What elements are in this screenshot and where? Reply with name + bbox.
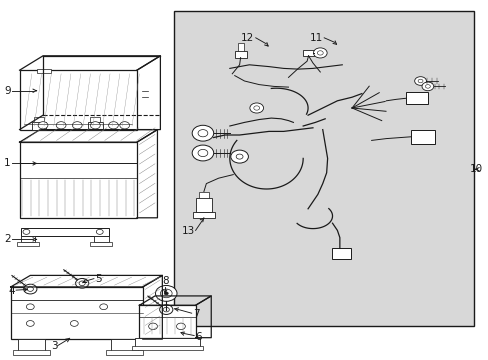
Bar <box>20 70 137 130</box>
Circle shape <box>313 48 326 58</box>
Circle shape <box>317 51 323 55</box>
Circle shape <box>90 122 100 129</box>
Text: 13: 13 <box>181 226 194 236</box>
Bar <box>88 122 102 130</box>
Circle shape <box>155 285 177 301</box>
Circle shape <box>23 229 30 234</box>
Bar <box>32 122 46 130</box>
Text: 2: 2 <box>4 234 11 244</box>
Circle shape <box>100 304 107 310</box>
Circle shape <box>96 229 103 234</box>
Circle shape <box>414 77 426 85</box>
Bar <box>132 346 203 350</box>
Bar <box>199 192 208 198</box>
Bar <box>20 142 137 218</box>
Bar <box>111 339 138 351</box>
Circle shape <box>160 289 172 298</box>
Bar <box>90 242 112 246</box>
Bar <box>193 212 214 218</box>
Circle shape <box>70 320 78 326</box>
Circle shape <box>26 320 34 326</box>
Bar <box>303 50 313 56</box>
Circle shape <box>421 82 433 91</box>
Bar <box>173 11 473 326</box>
Circle shape <box>249 103 263 113</box>
Text: 12: 12 <box>241 33 254 43</box>
Circle shape <box>192 145 213 161</box>
Text: 8: 8 <box>162 276 168 286</box>
Circle shape <box>76 279 89 288</box>
Bar <box>18 339 45 351</box>
Bar <box>94 236 108 242</box>
Bar <box>139 305 195 338</box>
Circle shape <box>425 85 429 88</box>
Circle shape <box>27 287 33 291</box>
Circle shape <box>236 154 243 159</box>
Bar <box>234 51 246 58</box>
Circle shape <box>23 284 37 294</box>
Bar <box>135 338 199 347</box>
Circle shape <box>120 122 129 129</box>
Bar <box>90 117 100 122</box>
Circle shape <box>108 122 118 129</box>
Bar <box>11 287 142 339</box>
Circle shape <box>192 125 213 141</box>
Circle shape <box>79 281 85 285</box>
Bar <box>410 130 434 144</box>
Bar <box>405 92 427 104</box>
Circle shape <box>56 122 66 129</box>
Text: 3: 3 <box>51 341 58 351</box>
Text: 9: 9 <box>4 86 11 96</box>
Circle shape <box>38 122 48 129</box>
Text: 5: 5 <box>95 274 102 284</box>
Text: 4: 4 <box>8 285 15 296</box>
Bar <box>34 117 44 122</box>
Text: 11: 11 <box>309 33 322 43</box>
Bar <box>17 242 39 246</box>
Bar <box>20 228 108 236</box>
Circle shape <box>72 122 82 129</box>
Circle shape <box>417 79 422 83</box>
Bar <box>20 236 35 242</box>
Circle shape <box>253 106 259 110</box>
Circle shape <box>198 149 207 157</box>
Circle shape <box>176 323 185 330</box>
Circle shape <box>198 130 207 137</box>
Bar <box>106 350 142 355</box>
Circle shape <box>148 323 157 330</box>
Circle shape <box>26 304 34 310</box>
Bar <box>37 69 51 73</box>
Circle shape <box>230 150 248 163</box>
Bar <box>237 43 244 51</box>
Text: 7: 7 <box>193 309 200 319</box>
Bar <box>196 198 211 212</box>
Circle shape <box>164 292 168 295</box>
Text: 1: 1 <box>4 158 11 168</box>
Bar <box>13 350 50 355</box>
Circle shape <box>163 307 169 312</box>
Bar <box>331 248 350 259</box>
Text: 10: 10 <box>469 164 482 174</box>
Text: 6: 6 <box>195 332 202 342</box>
Circle shape <box>159 305 173 315</box>
